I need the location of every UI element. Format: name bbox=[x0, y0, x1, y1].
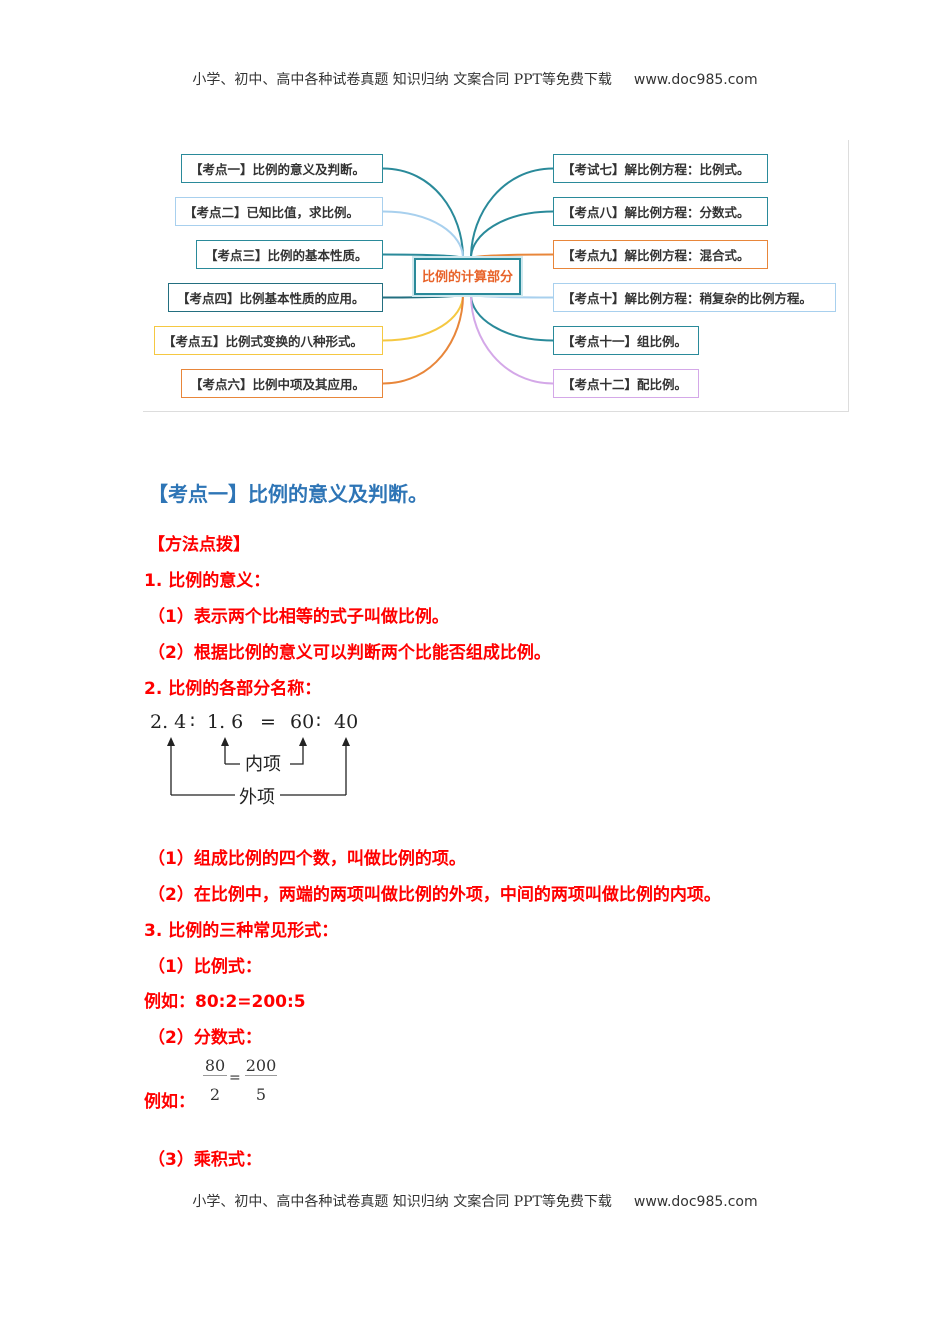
fraction-equals: = bbox=[229, 1070, 241, 1086]
method-heading: 【方法点拨】 bbox=[148, 535, 250, 555]
mind-map-connector bbox=[470, 294, 554, 385]
mind-map-connector bbox=[382, 294, 464, 385]
page-footer: 小学、初中、高中各种试卷真题 知识归纳 文案合同 PPT等免费下载 www.doc… bbox=[0, 1191, 950, 1211]
denominator-2: 5 bbox=[255, 1085, 267, 1104]
point-3-3: （3）乘积式： bbox=[148, 1150, 262, 1170]
denominator-1: 2 bbox=[209, 1085, 221, 1104]
footer-text: 小学、初中、高中各种试卷真题 知识归纳 文案合同 PPT等免费下载 bbox=[192, 1194, 612, 1210]
proportion-diagram: 2. 4 ∶ 1. 6 = 60 ∶ 40 内项 外项 bbox=[140, 705, 380, 810]
mind-map-node-right-2: 【考点八】解比例方程：分数式。 bbox=[553, 197, 768, 226]
mind-map-node-left-2: 【考点二】已知比值，求比例。 bbox=[175, 197, 383, 226]
point-1-1: （1）表示两个比相等的式子叫做比例。 bbox=[148, 607, 449, 627]
point-3-1: （1）比例式： bbox=[148, 957, 262, 977]
mind-map-connector bbox=[382, 210, 464, 259]
diagram-arrows bbox=[167, 737, 350, 796]
mind-map-node-right-4: 【考点十】解比例方程：稍复杂的比例方程。 bbox=[553, 283, 836, 312]
mind-map-connector bbox=[470, 294, 554, 342]
point-1-2: （2）根据比例的意义可以判断两个比能否组成比例。 bbox=[148, 643, 551, 663]
mind-map-node-right-6: 【考点十二】配比例。 bbox=[553, 369, 699, 398]
mind-map-node-left-3: 【考点三】比例的基本性质。 bbox=[196, 240, 383, 269]
term-a: 2. 4 bbox=[150, 711, 187, 733]
outer-terms-label: 外项 bbox=[239, 787, 275, 808]
mind-map-connector bbox=[470, 167, 554, 259]
example-1: 例如：80:2=200:5 bbox=[144, 992, 306, 1012]
mind-map-connector bbox=[382, 294, 464, 299]
point-2: 2. 比例的各部分名称： bbox=[144, 679, 322, 699]
mind-map-node-right-3: 【考点九】解比例方程：混合式。 bbox=[553, 240, 768, 269]
mind-map-node-left-6: 【考点六】比例中项及其应用。 bbox=[181, 369, 383, 398]
mind-map-center: 比例的计算部分 bbox=[414, 258, 521, 295]
term-b: 1. 6 bbox=[207, 711, 244, 733]
mind-map-node-right-1: 【考试七】解比例方程：比例式。 bbox=[553, 154, 768, 183]
mind-map-connectors bbox=[382, 167, 554, 385]
page-header: 小学、初中、高中各种试卷真题 知识归纳 文案合同 PPT等免费下载 www.doc… bbox=[0, 69, 950, 89]
mind-map-connector bbox=[470, 210, 554, 259]
colon-1: ∶ bbox=[190, 711, 195, 733]
header-text: 小学、初中、高中各种试卷真题 知识归纳 文案合同 PPT等免费下载 bbox=[192, 72, 612, 88]
mind-map-connector bbox=[470, 253, 554, 259]
mind-map-node-right-5: 【考点十一】组比例。 bbox=[553, 326, 699, 355]
point-1: 1. 比例的意义： bbox=[144, 571, 271, 591]
inner-terms-label: 内项 bbox=[245, 754, 281, 775]
point-2-1: （1）组成比例的四个数，叫做比例的项。 bbox=[148, 849, 466, 869]
mind-map: 【考点一】比例的意义及判断。 【考点二】已知比值，求比例。【考点三】比例的基本性质… bbox=[143, 140, 849, 412]
mind-map-connector bbox=[382, 167, 464, 259]
colon-2: ∶ bbox=[316, 711, 321, 733]
point-2-2: （2）在比例中，两端的两项叫做比例的外项，中间的两项叫做比例的内项。 bbox=[148, 885, 721, 905]
numerator-1: 80 bbox=[203, 1056, 227, 1076]
mind-map-connector bbox=[382, 294, 464, 342]
mind-map-node-left-5: 【考点五】比例式变换的八种形式。 bbox=[154, 326, 383, 355]
mind-map-connector bbox=[470, 294, 554, 299]
numerator-2: 200 bbox=[245, 1056, 277, 1076]
point-3: 3. 比例的三种常见形式： bbox=[144, 921, 339, 941]
equals: = bbox=[260, 711, 276, 733]
term-d: 40 bbox=[334, 711, 359, 733]
header-url: www.doc985.com bbox=[633, 72, 758, 88]
point-3-2: （2）分数式： bbox=[148, 1028, 262, 1048]
example-2-label: 例如： bbox=[144, 1092, 195, 1112]
mind-map-connector bbox=[382, 253, 464, 259]
mind-map-node-left-1: 【考点一】比例的意义及判断。 bbox=[181, 154, 383, 183]
footer-url: www.doc985.com bbox=[633, 1194, 758, 1210]
mind-map-node-left-4: 【考点四】比例基本性质的应用。 bbox=[168, 283, 383, 312]
section-title: 【考点一】比例的意义及判断。 bbox=[148, 482, 428, 506]
term-c: 60 bbox=[290, 711, 315, 733]
